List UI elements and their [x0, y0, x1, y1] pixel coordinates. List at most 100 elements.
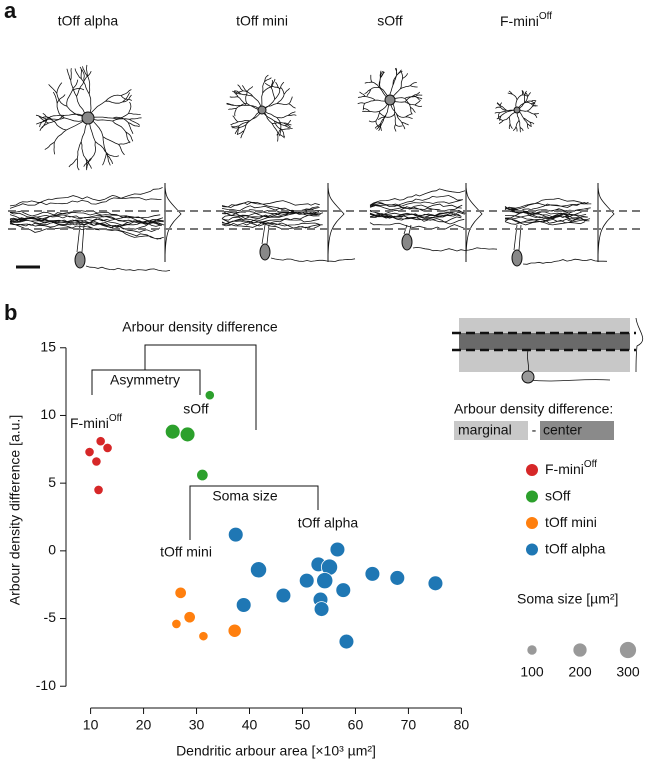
annotation: Arbour density difference	[122, 319, 278, 335]
x-tick-label: 50	[295, 717, 311, 733]
y-tick-label: 15	[40, 338, 56, 354]
size-legend-marker	[573, 643, 587, 657]
soma	[74, 251, 86, 269]
inset-label: marginal	[458, 422, 512, 438]
x-tick-label: 80	[454, 717, 470, 733]
point	[164, 423, 181, 440]
point	[235, 597, 252, 613]
density-profile	[597, 182, 615, 263]
soma	[384, 94, 396, 106]
x-tick-label: 60	[348, 717, 364, 733]
bracket	[144, 344, 257, 430]
legend-label: F-miniOff	[545, 459, 597, 477]
soma	[257, 105, 267, 115]
annotation: F-miniOff	[70, 413, 122, 431]
legend-text: tOff mini	[545, 514, 597, 530]
legend-marker	[526, 464, 538, 476]
legend-text: F-mini	[545, 461, 584, 477]
density-profile	[465, 182, 483, 263]
side-view	[369, 188, 498, 252]
bracket	[189, 485, 319, 510]
point	[338, 633, 355, 650]
point	[329, 541, 346, 558]
soma	[81, 111, 95, 125]
size-legend-title: Soma size [µm²]	[517, 591, 618, 607]
legend-text: tOff alpha	[545, 540, 606, 556]
legend-label: tOff mini	[545, 514, 597, 530]
point	[196, 468, 209, 482]
point	[198, 631, 209, 642]
annotation: tOff alpha	[298, 515, 359, 531]
x-axis-label: Dendritic arbour area [×10³ µm²]	[176, 743, 376, 759]
y-tick-label: 5	[48, 474, 56, 490]
point	[102, 442, 113, 454]
legend-label: tOff alpha	[545, 540, 606, 556]
soma	[401, 233, 413, 251]
size-legend-marker	[527, 645, 537, 655]
inset-center	[459, 333, 630, 350]
x-tick-label: 10	[83, 717, 99, 733]
inset-title: Arbour density difference:	[454, 401, 613, 417]
panel-label: a	[4, 0, 17, 23]
bracket	[91, 369, 201, 395]
point	[427, 575, 444, 592]
point	[313, 601, 330, 617]
point	[174, 586, 187, 599]
inset-key	[540, 421, 614, 440]
annotation: Soma size	[212, 488, 278, 504]
point	[227, 623, 242, 638]
point	[364, 566, 381, 582]
dendrites	[226, 74, 297, 142]
point	[183, 611, 196, 624]
size-legend-label: 100	[520, 664, 544, 680]
cell-title: tOff mini	[236, 13, 288, 29]
soma	[511, 249, 523, 267]
legend-marker	[526, 543, 538, 556]
y-axis-label: Arbour density difference [a.u.]	[7, 415, 23, 605]
point	[227, 526, 244, 543]
soma	[259, 243, 271, 261]
point	[249, 561, 268, 579]
cell-title: F-miniOff	[500, 11, 552, 29]
legend-marker	[526, 517, 538, 529]
legend-label: sOff	[545, 487, 571, 503]
side-view	[221, 200, 356, 262]
size-legend-marker	[619, 641, 637, 659]
inset-soma	[521, 370, 535, 384]
dendrites	[357, 67, 423, 132]
point	[91, 456, 102, 467]
panel-label: b	[4, 300, 17, 325]
point	[84, 446, 95, 458]
annotation: Asymmetry	[110, 372, 180, 388]
inset-profile	[635, 317, 644, 373]
point	[316, 572, 334, 590]
density-profile	[164, 182, 182, 263]
dendrites	[494, 90, 539, 133]
point	[335, 582, 352, 598]
size-legend-label: 300	[616, 664, 640, 680]
cell-title: sOff	[377, 13, 403, 29]
annotation: sOff	[183, 401, 209, 417]
point	[204, 390, 215, 401]
cell-title: tOff alpha	[58, 13, 119, 29]
point	[275, 587, 292, 604]
point	[93, 484, 104, 496]
x-tick-label: 70	[401, 717, 417, 733]
morphologies	[9, 64, 615, 272]
y-tick-label: -5	[44, 609, 57, 625]
soma	[513, 106, 521, 114]
x-tick-label: 30	[189, 717, 205, 733]
size-legend-label: 200	[568, 664, 592, 680]
point	[95, 436, 106, 447]
inset-key	[454, 421, 528, 440]
legend-marker	[526, 490, 538, 503]
point	[389, 570, 406, 586]
legend-superscript: Off	[584, 459, 597, 470]
legend-text: sOff	[545, 487, 571, 503]
point	[171, 618, 182, 630]
x-tick-label: 40	[242, 717, 258, 733]
dendrites	[35, 64, 142, 171]
annotation: tOff mini	[160, 544, 212, 560]
x-tick-label: 20	[136, 717, 152, 733]
